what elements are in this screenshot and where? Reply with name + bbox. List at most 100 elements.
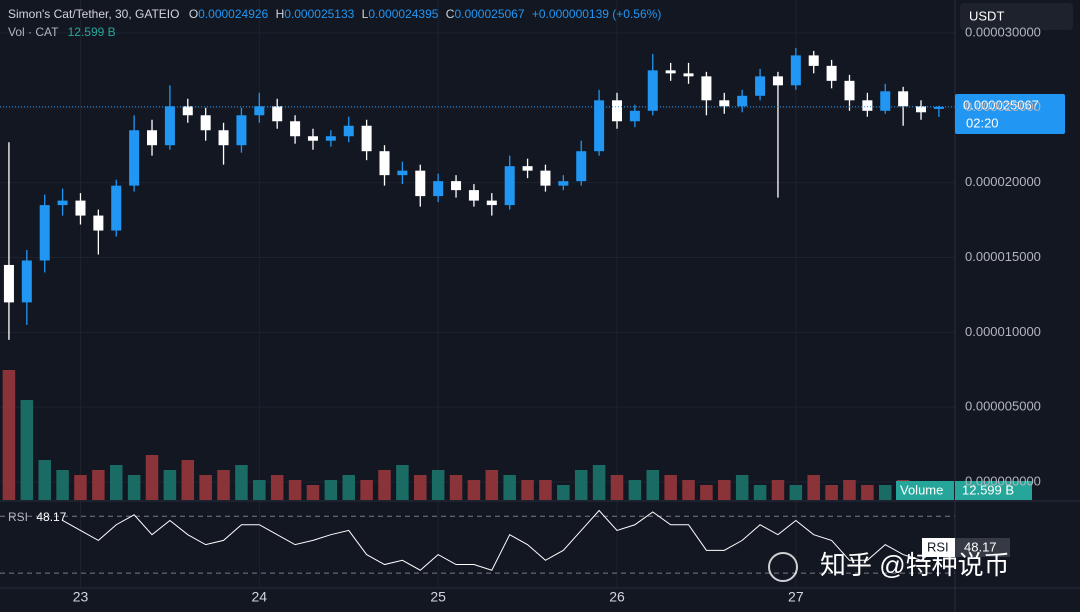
volume-bar xyxy=(199,475,212,500)
volume-bar xyxy=(38,460,51,500)
volume-bar xyxy=(610,475,624,500)
candle-body xyxy=(808,55,819,66)
ohlc-value: 0.000024395 xyxy=(368,7,438,21)
volume-bar xyxy=(342,475,355,500)
volume-bar xyxy=(682,480,695,500)
rsi-badge-label: RSI xyxy=(927,539,949,554)
y-tick-label: 0.000020000 xyxy=(965,174,1041,189)
candle-body xyxy=(307,136,318,141)
x-tick-label: 25 xyxy=(430,589,446,605)
y-tick-label: 0.000015000 xyxy=(965,249,1041,264)
volume-badge-value: 12.599 B xyxy=(962,482,1014,497)
volume-bar xyxy=(127,475,141,500)
volume-bar xyxy=(20,400,34,500)
volume-bar xyxy=(181,460,195,500)
plot xyxy=(0,47,955,571)
volume-bar xyxy=(718,480,731,500)
candle-body xyxy=(665,70,676,74)
y-tick-label: 0.000030000 xyxy=(965,24,1041,39)
volume-bar xyxy=(789,485,803,500)
volume-bar xyxy=(485,470,499,500)
candle-body xyxy=(272,106,283,122)
volume-label: Vol · CAT xyxy=(8,25,59,39)
candle-body xyxy=(433,181,444,197)
volume-bar xyxy=(843,480,856,500)
candle-body xyxy=(594,100,605,152)
candle-body xyxy=(916,106,927,113)
x-tick-label: 24 xyxy=(252,589,268,605)
candle-body xyxy=(93,215,104,231)
volume-bar xyxy=(861,485,874,500)
volume-bar xyxy=(449,475,463,500)
volume-bar xyxy=(467,480,481,500)
candle-body xyxy=(397,170,408,176)
y-tick-label: 0.000005000 xyxy=(965,399,1041,414)
candle-body xyxy=(826,65,837,81)
price-badge-countdown: 02:20 xyxy=(966,115,999,130)
x-tick-label: 27 xyxy=(788,589,804,605)
candle-body xyxy=(325,136,336,141)
rsi-legend: RSI 48.17 xyxy=(8,510,67,524)
ohlc-value: 0.000024926 xyxy=(198,7,268,21)
candle-body xyxy=(75,200,86,216)
candle-body xyxy=(880,91,891,111)
candle-body xyxy=(361,125,372,152)
candle-body xyxy=(737,95,748,107)
volume-bar xyxy=(92,470,105,500)
volume-value: 12.599 B xyxy=(68,25,116,39)
candle-body xyxy=(451,181,462,191)
ohlc-key: C xyxy=(446,7,455,21)
x-tick-label: 26 xyxy=(609,589,625,605)
candle-body xyxy=(647,70,658,111)
candle-body xyxy=(111,185,122,231)
rsi-badge-bg xyxy=(955,538,1010,557)
ohlc-key: O xyxy=(189,7,198,21)
candle-body xyxy=(844,80,855,101)
candle-body xyxy=(755,76,766,96)
y-tick-label: 0.000010000 xyxy=(965,324,1041,339)
watermark-icon xyxy=(768,552,798,582)
volume-bar xyxy=(503,475,516,500)
price-badge-bg xyxy=(955,94,1065,134)
volume-bar xyxy=(414,475,427,500)
candle-body xyxy=(540,170,551,186)
candle-body xyxy=(772,76,783,86)
candle-body xyxy=(862,100,873,111)
candle-body xyxy=(3,264,14,303)
volume-bar xyxy=(324,480,338,500)
change: +0.000000139 (+0.56%) xyxy=(532,7,661,21)
volume-badge-label: Volume xyxy=(900,482,943,497)
volume-bar xyxy=(163,470,177,500)
currency-label[interactable]: USDT xyxy=(969,8,1004,23)
volume-bar xyxy=(2,370,16,500)
candle-body xyxy=(182,106,193,116)
volume-bar xyxy=(270,475,284,500)
volume-bar xyxy=(646,470,660,500)
currency-button[interactable] xyxy=(960,3,1073,30)
candle-body xyxy=(576,151,587,182)
candle-body xyxy=(379,151,390,176)
volume-bar xyxy=(217,470,230,500)
y-tick-label: 0.000025000 xyxy=(965,99,1041,114)
symbol: Simon's Cat/Tether, 30, GATEIO xyxy=(8,7,179,21)
ohlc-key: H xyxy=(276,7,285,21)
x-tick-label: 23 xyxy=(73,589,89,605)
candle-body xyxy=(164,106,175,146)
candle-body xyxy=(129,130,140,186)
candle-body xyxy=(290,121,301,137)
volume-bar xyxy=(306,485,320,500)
candle-body xyxy=(719,100,730,107)
rsi-label: RSI xyxy=(8,510,28,524)
volume-bar xyxy=(396,465,409,500)
candle-body xyxy=(898,91,909,107)
candle-body xyxy=(933,106,944,109)
candle-body xyxy=(683,73,694,77)
volume-bar xyxy=(753,485,767,500)
candle-body xyxy=(218,130,229,146)
volume-bar xyxy=(235,465,248,500)
rsi-badge-value: 48.17 xyxy=(964,539,997,554)
volume-bar xyxy=(735,475,749,500)
volume-bar xyxy=(145,455,159,500)
